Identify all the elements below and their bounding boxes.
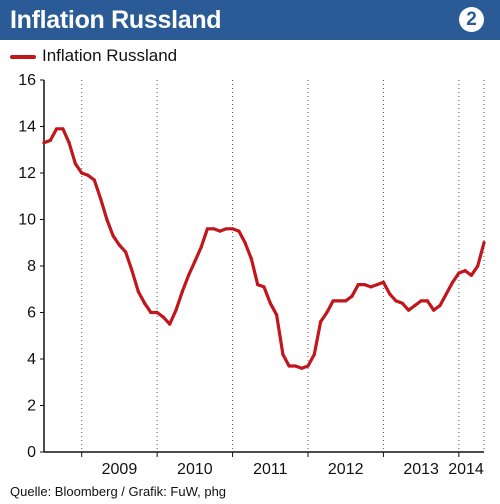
data-point: [331, 299, 335, 303]
y-tick-label: 12: [18, 165, 36, 182]
data-point: [161, 315, 166, 319]
data-point: [381, 280, 386, 284]
data-point: [463, 269, 467, 273]
data-point: [142, 301, 147, 305]
data-point: [325, 310, 329, 315]
data-point: [469, 273, 474, 277]
data-point: [54, 127, 59, 131]
data-point: [457, 271, 461, 275]
data-point: [312, 352, 316, 356]
data-point: [237, 229, 241, 233]
data-point: [444, 292, 448, 296]
data-point: [48, 138, 52, 143]
source-note: Quelle: Bloomberg / Grafik: FuW, phg: [10, 484, 227, 499]
line-chart: 0 2 4 6 8 10 12 14 16 2009 2010 2011 2012 2013 2014: [18, 74, 486, 478]
data-point: [111, 234, 115, 238]
data-point: [476, 264, 480, 268]
data-point: [306, 364, 310, 368]
data-point: [155, 310, 159, 315]
data-point: [350, 294, 354, 298]
data-point: [117, 243, 122, 247]
data-point: [218, 229, 222, 233]
data-point: [293, 364, 298, 368]
data-point: [274, 313, 279, 317]
grid-lines: [43, 80, 485, 452]
data-point: [362, 283, 367, 287]
data-point: [73, 162, 78, 166]
data-point: [450, 280, 455, 284]
y-tick-label: 10: [18, 212, 36, 229]
data-point: [149, 310, 153, 315]
data-point: [400, 301, 404, 305]
data-point: [369, 285, 373, 289]
y-tick-label: 8: [27, 258, 36, 275]
x-tick-label: 2010: [177, 461, 213, 478]
data-point: [86, 173, 90, 177]
series-points: [42, 127, 486, 370]
data-point: [174, 308, 178, 312]
legend-label: Inflation Russland: [42, 46, 178, 65]
data-point: [230, 227, 235, 231]
data-point: [281, 352, 285, 356]
data-point: [186, 273, 191, 277]
y-tick-label: 0: [27, 444, 36, 461]
data-point: [262, 285, 266, 289]
data-point: [193, 259, 197, 263]
data-point: [413, 303, 417, 308]
data-point: [406, 308, 411, 312]
figure-number-badge: 2: [459, 7, 484, 32]
x-tick-label: 2012: [328, 461, 364, 478]
y-tick-label: 14: [18, 119, 36, 136]
chart-title: Inflation Russland: [10, 6, 222, 34]
data-point: [199, 245, 203, 249]
data-point: [224, 227, 228, 231]
data-point: [287, 364, 291, 368]
data-point: [67, 141, 71, 145]
data-point: [243, 241, 247, 245]
data-point: [344, 299, 348, 303]
data-point: [98, 196, 103, 201]
data-point: [168, 322, 172, 326]
data-point: [205, 227, 210, 231]
data-point: [61, 127, 65, 131]
data-point: [130, 269, 134, 273]
data-point: [249, 257, 254, 261]
data-point: [92, 178, 96, 182]
data-point: [419, 299, 423, 303]
chart-header: Inflation Russland 2: [0, 0, 500, 40]
x-tick-label: 2013: [403, 461, 439, 478]
data-point: [80, 171, 84, 175]
data-point: [482, 241, 486, 245]
data-point: [300, 366, 304, 370]
x-tick-label: 2014: [448, 461, 484, 478]
data-point: [425, 299, 430, 303]
data-point: [256, 283, 260, 287]
data-point: [438, 303, 442, 308]
data-point: [136, 289, 140, 294]
series-line-inflation: [42, 127, 486, 370]
data-point: [394, 299, 398, 303]
data-point: [42, 141, 46, 145]
x-tick-label: 2011: [253, 461, 288, 478]
data-point: [432, 308, 436, 312]
data-point: [318, 320, 323, 324]
data-point: [180, 289, 184, 294]
x-tick-label: 2009: [102, 461, 138, 478]
data-point: [356, 283, 360, 287]
y-axis-ticks: 0 2 4 6 8 10 12 14 16: [18, 74, 44, 461]
data-point: [388, 292, 392, 296]
y-tick-label: 2: [27, 398, 36, 415]
y-tick-label: 4: [27, 351, 36, 368]
data-point: [124, 250, 128, 254]
y-tick-label: 16: [18, 74, 36, 89]
data-point: [105, 217, 109, 222]
data-point: [375, 283, 379, 287]
data-point: [268, 301, 272, 305]
x-axis-ticks: 2009 2010 2011 2012 2013 2014: [81, 452, 484, 478]
y-tick-label: 6: [27, 305, 36, 322]
legend-swatch: [10, 55, 36, 59]
data-point: [212, 227, 216, 231]
data-point: [337, 299, 342, 303]
